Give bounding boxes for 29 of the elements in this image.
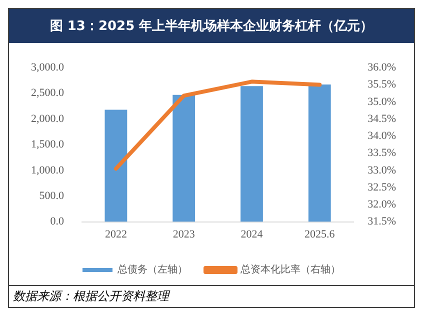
- legend-label: 总债务（左轴）: [116, 264, 188, 276]
- y2-tick-label: 34.5%: [368, 112, 396, 125]
- y2-tick-label: 33.0%: [368, 164, 396, 176]
- y-tick-label: 3,000.0: [31, 61, 64, 74]
- bar: [240, 86, 263, 222]
- y2-tick-label: 33.5%: [368, 147, 396, 160]
- y-tick-label: 2,000.0: [31, 112, 64, 125]
- x-tick-label: 2023: [172, 228, 196, 240]
- x-tick-label: 2024: [240, 228, 264, 240]
- y2-tick-label: 31.5%: [368, 216, 396, 228]
- y-tick-label: 1,500.0: [31, 138, 64, 151]
- y2-tick-label: 34.0%: [368, 130, 396, 142]
- y-tick-label: 500.0: [39, 190, 64, 202]
- x-tick-label: 2025.6: [304, 228, 336, 240]
- bar: [172, 94, 196, 222]
- y2-tick-label: 32.5%: [368, 181, 396, 194]
- x-tick-label: 2022: [104, 228, 127, 240]
- y2-tick-label: 36.0%: [368, 61, 396, 74]
- y2-tick-label: 32.0%: [368, 198, 396, 211]
- y2-tick-label: 35.5%: [368, 78, 396, 91]
- chart-title: 图 13：2025 年上半年机场样本企业财务杠杆（亿元）: [9, 9, 414, 43]
- y-tick-label: 1,000.0: [31, 164, 64, 176]
- y-tick-label: 2,500.0: [31, 87, 64, 100]
- bar: [308, 84, 331, 222]
- y-tick-label: 0.0: [50, 216, 64, 228]
- legend-label: 总资本化比率（右轴）: [240, 264, 340, 276]
- source-note: 数据来源：根据公开资料整理: [9, 285, 414, 307]
- y2-tick-label: 35.0%: [368, 96, 396, 108]
- bar: [104, 110, 128, 222]
